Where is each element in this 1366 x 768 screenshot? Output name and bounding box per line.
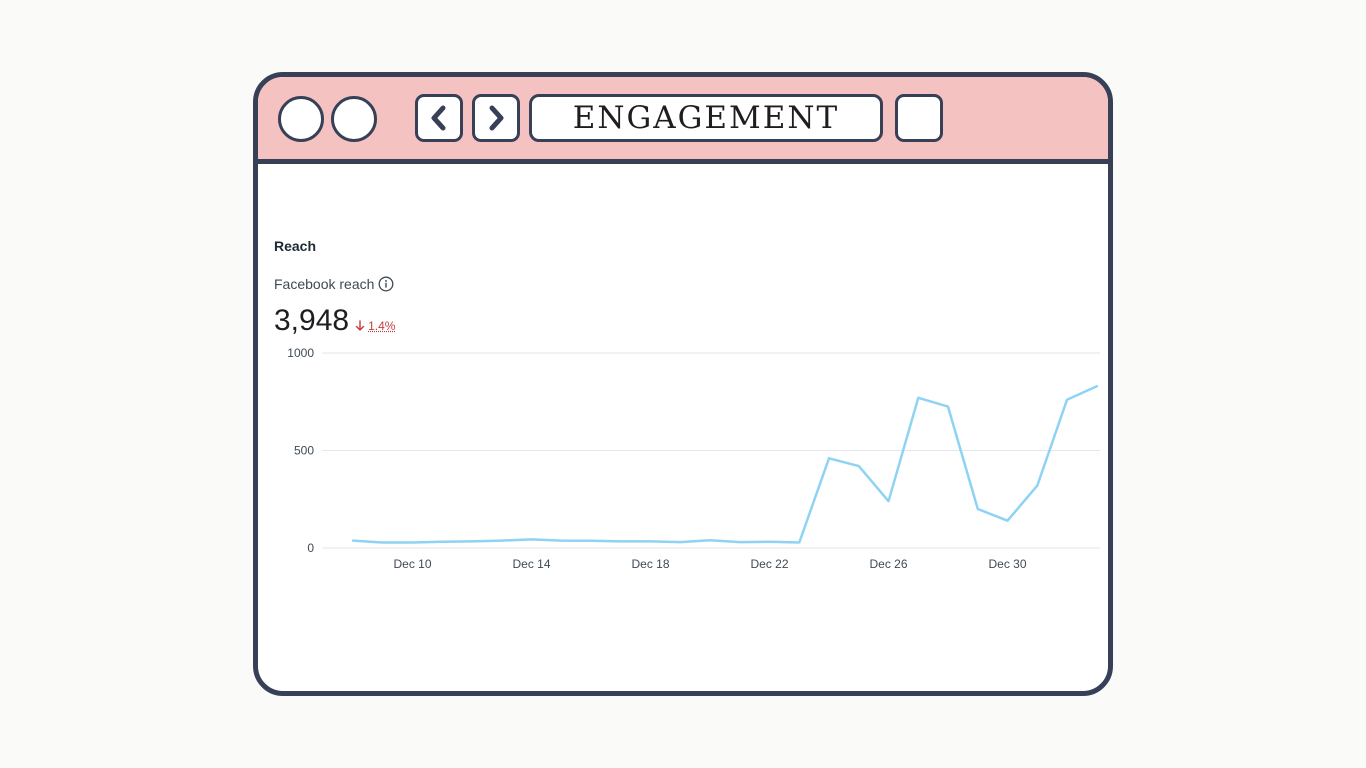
window-action-button[interactable] (895, 94, 943, 142)
x-tick-label: Dec 10 (393, 557, 431, 571)
data-point[interactable] (1064, 397, 1070, 403)
y-tick-label: 500 (294, 444, 314, 458)
data-point[interactable] (856, 463, 862, 469)
arrow-down-icon (355, 320, 365, 331)
data-point[interactable] (380, 540, 386, 546)
data-point[interactable] (886, 498, 892, 504)
window-control-minimize[interactable] (331, 96, 377, 142)
data-point[interactable] (945, 404, 951, 410)
x-tick-label: Dec 14 (512, 557, 550, 571)
data-point[interactable] (915, 395, 921, 401)
data-point[interactable] (975, 506, 981, 512)
data-point[interactable] (410, 540, 416, 546)
metric-value: 3,948 (274, 304, 350, 337)
data-point[interactable] (618, 538, 624, 544)
chevron-right-icon (489, 105, 504, 131)
data-point[interactable] (350, 538, 356, 544)
title-bar: ENGAGEMENT (258, 77, 1108, 164)
data-point[interactable] (767, 539, 773, 545)
metric-change-value: 1.4% (368, 319, 396, 333)
data-point[interactable] (1094, 383, 1100, 389)
chevron-left-icon (431, 105, 446, 131)
series-line-facebook-reach (351, 384, 1099, 544)
metric-label: Facebook reach (274, 276, 375, 292)
content-area: Reach Facebook reach 3,948 1.4% 0 500 1000… (258, 164, 1108, 691)
data-point[interactable] (588, 538, 594, 544)
data-point[interactable] (529, 536, 535, 542)
data-point[interactable] (439, 539, 445, 545)
window-control-close[interactable] (278, 96, 324, 142)
data-point[interactable] (737, 539, 743, 545)
forward-button[interactable] (472, 94, 520, 142)
data-point[interactable] (648, 538, 654, 544)
data-point[interactable] (469, 538, 475, 544)
data-point[interactable] (677, 539, 683, 545)
data-point[interactable] (707, 537, 713, 543)
data-point[interactable] (1034, 483, 1040, 489)
section-title: Reach (274, 238, 317, 254)
metric-change: 1.4% (355, 319, 395, 333)
window-title: ENGAGEMENT (529, 94, 883, 142)
data-point[interactable] (796, 540, 802, 546)
data-point[interactable] (826, 455, 832, 461)
metric-label-row: Facebook reach (274, 276, 394, 292)
data-point[interactable] (558, 538, 564, 544)
x-tick-label: Dec 22 (750, 557, 788, 571)
x-tick-label: Dec 30 (988, 557, 1026, 571)
info-icon[interactable] (378, 276, 394, 292)
x-tick-label: Dec 26 (869, 557, 907, 571)
metric-row: 3,948 1.4% (274, 305, 395, 337)
app-window: ENGAGEMENT Reach Facebook reach 3,948 1.… (253, 72, 1113, 696)
x-tick-label: Dec 18 (631, 557, 669, 571)
y-tick-label: 0 (307, 541, 314, 555)
data-point[interactable] (1005, 518, 1011, 524)
data-point[interactable] (499, 538, 505, 544)
back-button[interactable] (415, 94, 463, 142)
y-tick-label: 1000 (287, 346, 314, 360)
reach-line-chart: 0 500 1000 Dec 10 Dec 14 Dec 18 Dec 22 Dec 26 De… (287, 346, 1100, 571)
